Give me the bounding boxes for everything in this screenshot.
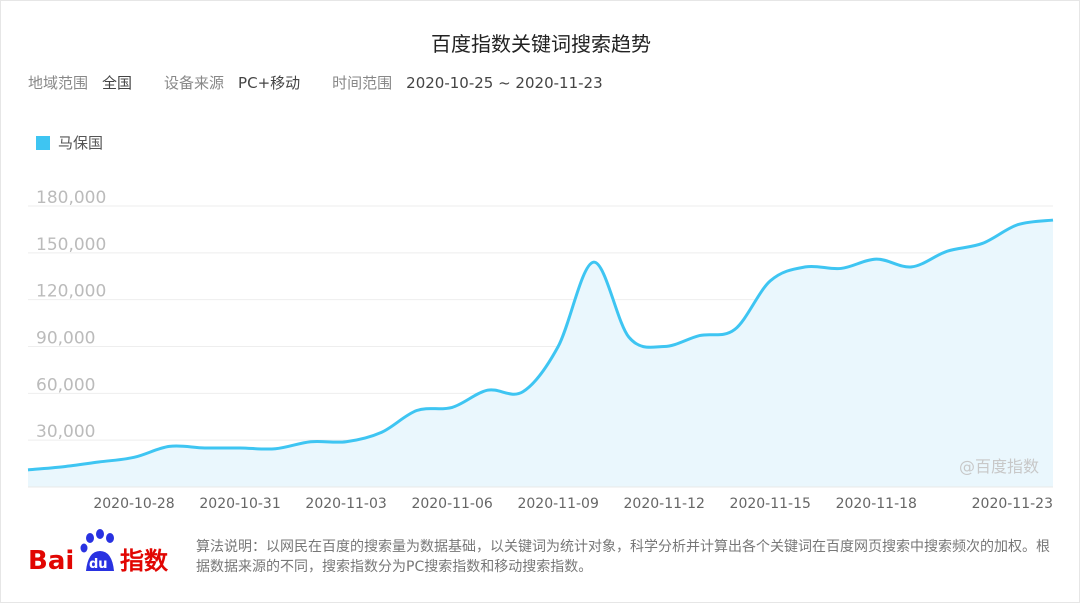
data-point-2020-10-28[interactable] <box>130 453 138 461</box>
data-point-2020-10-29[interactable] <box>165 442 173 450</box>
data-point-2020-10-31[interactable] <box>236 444 244 452</box>
y-tick-label: 60,000 <box>36 375 95 395</box>
x-tick-label: 2020-10-28 <box>93 496 174 512</box>
data-point-2020-11-19[interactable] <box>908 263 916 271</box>
data-point-2020-11-16[interactable] <box>802 263 810 271</box>
data-point-2020-11-13[interactable] <box>696 332 704 340</box>
filter-bar: 地域范围 全国 设备来源 PC+移动 时间范围 2020-10-25 ~ 2020-11-… <box>28 72 635 93</box>
logo-index: 指数 <box>120 547 169 575</box>
data-point-2020-11-12[interactable] <box>660 343 668 351</box>
x-tick-label: 2020-10-31 <box>199 496 280 512</box>
series-line-马保国[interactable] <box>27 218 1054 472</box>
baidu-index-logo: Bai du 指数 <box>28 529 169 576</box>
data-point-2020-11-07[interactable] <box>483 386 491 394</box>
data-point-2020-11-23[interactable] <box>1049 216 1057 224</box>
data-point-2020-11-21[interactable] <box>978 239 986 247</box>
time-value[interactable]: 2020-10-25 ~ 2020-11-23 <box>406 74 603 92</box>
device-value[interactable]: PC+移动 <box>238 74 301 92</box>
x-tick-label: 2020-11-12 <box>624 496 705 512</box>
data-point-2020-11-20[interactable] <box>943 247 951 255</box>
algorithm-note: 算法说明：以网民在百度的搜索量为数据基础，以关键词为统计对象，科学分析并计算出各… <box>196 539 1050 575</box>
data-point-2020-11-17[interactable] <box>837 264 845 272</box>
data-point-2020-11-02[interactable] <box>307 438 315 446</box>
data-point-2020-11-11[interactable] <box>625 333 633 341</box>
data-point-2020-10-26[interactable] <box>59 463 67 471</box>
device-label: 设备来源 <box>164 74 225 92</box>
data-point-2020-11-04[interactable] <box>377 428 385 436</box>
data-point-2020-10-30[interactable] <box>201 444 209 452</box>
legend-label: 马保国 <box>58 134 104 152</box>
trend-chart: 30,000 60,000 90,000 120,000 150,000 180,000 2… <box>24 188 1057 512</box>
y-tick-label: 120,000 <box>36 282 106 302</box>
data-point-2020-11-18[interactable] <box>872 255 880 263</box>
data-point-2020-11-15[interactable] <box>766 277 774 285</box>
region-label: 地域范围 <box>28 74 89 92</box>
logo-bai: Bai <box>28 546 74 576</box>
data-point-2020-11-06[interactable] <box>448 403 456 411</box>
data-point-2020-11-14[interactable] <box>731 325 739 333</box>
watermark: @百度指数 <box>959 457 1040 476</box>
data-point-2020-10-27[interactable] <box>95 458 103 466</box>
data-point-2020-10-25[interactable] <box>24 466 32 474</box>
legend-swatch <box>36 135 50 150</box>
x-tick-label: 2020-11-06 <box>411 496 492 512</box>
y-tick-label: 90,000 <box>36 329 95 349</box>
logo-du: du <box>89 557 108 572</box>
x-tick-label: 2020-11-15 <box>730 496 811 512</box>
chart-legend[interactable]: 马保国 <box>36 132 103 153</box>
data-point-2020-11-08[interactable] <box>519 388 527 396</box>
series-area <box>28 220 1053 488</box>
data-point-2020-11-09[interactable] <box>554 343 562 351</box>
x-tick-label: 2020-11-23 <box>972 496 1053 512</box>
footer: Bai du 指数 算法说明：以网民在百度的搜索量为数据基础，以关键词为统计对象… <box>28 523 1058 583</box>
data-point-2020-11-01[interactable] <box>271 445 279 453</box>
y-tick-label: 180,000 <box>36 188 106 208</box>
y-tick-label: 30,000 <box>36 422 95 442</box>
x-tick-label: 2020-11-09 <box>517 496 598 512</box>
region-value[interactable]: 全国 <box>102 74 133 92</box>
data-point-2020-11-03[interactable] <box>342 438 350 446</box>
data-point-2020-11-10[interactable] <box>590 258 598 266</box>
x-tick-label: 2020-11-18 <box>836 496 917 512</box>
data-point-2020-11-22[interactable] <box>1014 221 1022 229</box>
time-label: 时间范围 <box>332 74 393 92</box>
page-title: 百度指数关键词搜索趋势 <box>431 32 651 56</box>
y-tick-label: 150,000 <box>36 235 106 255</box>
x-tick-label: 2020-11-03 <box>305 496 386 512</box>
data-point-2020-11-05[interactable] <box>413 407 421 415</box>
